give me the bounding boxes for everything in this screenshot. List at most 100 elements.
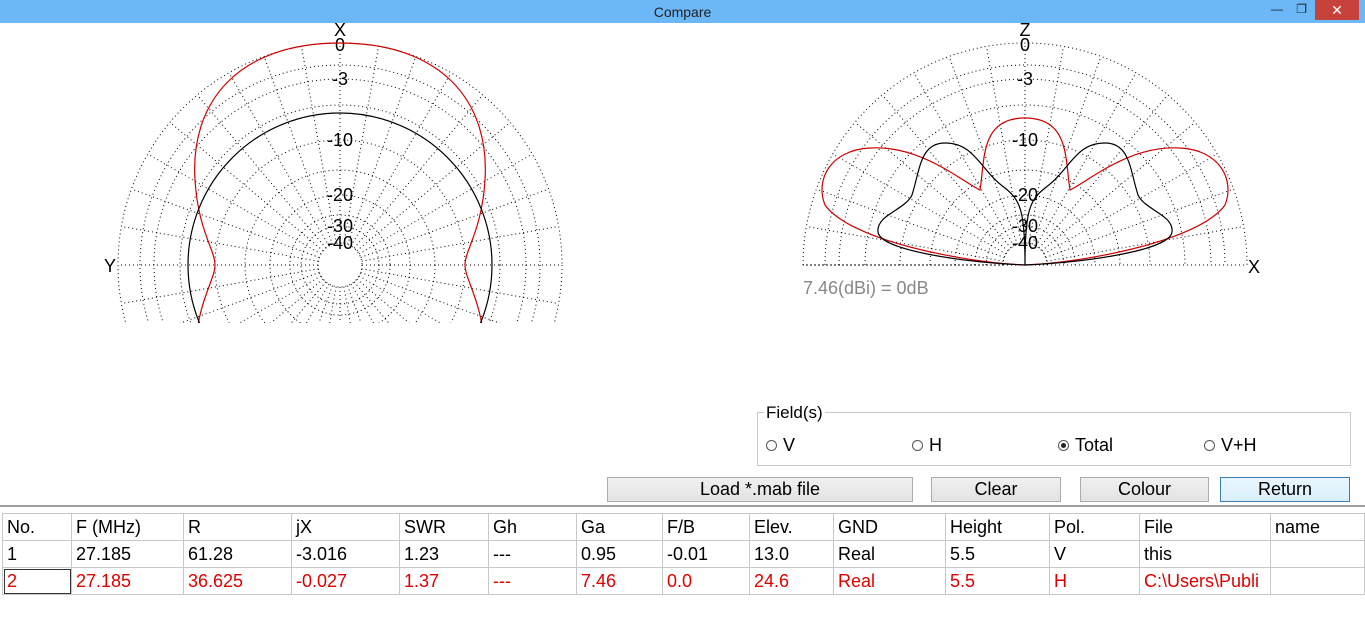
header-cell[interactable]: F/B (662, 513, 750, 541)
header-cell[interactable]: Ga (576, 513, 663, 541)
gain-note: 7.46(dBi) = 0dB (803, 278, 929, 298)
table-cell: 7.46 (576, 567, 663, 595)
grid-ring (179, 104, 501, 323)
table-cell: -3.016 (291, 540, 400, 568)
radio-option[interactable]: H (912, 435, 942, 456)
grid-spoke (816, 188, 1005, 258)
ring-label: -3 (332, 69, 348, 89)
radio-dot[interactable] (912, 440, 923, 451)
header-cell[interactable]: jX (291, 513, 400, 541)
radio-label: H (929, 435, 942, 455)
ring-label: -20 (327, 185, 353, 205)
radio-option[interactable]: Total (1058, 435, 1113, 456)
header-cell[interactable]: R (183, 513, 292, 541)
table-cell: V (1049, 540, 1140, 568)
header-cell[interactable]: SWR (399, 513, 489, 541)
grid-spoke (121, 225, 319, 262)
grid-spoke (1046, 225, 1244, 262)
header-cell[interactable]: Gh (488, 513, 577, 541)
button[interactable]: Return (1220, 477, 1350, 502)
grid-spoke (347, 285, 362, 323)
table-cell: 13.0 (749, 540, 834, 568)
grid-spoke (131, 188, 320, 258)
group-legend: Field(s) (764, 403, 825, 423)
header-cell[interactable]: Elev. (749, 513, 834, 541)
radio-dot[interactable] (1058, 440, 1069, 451)
grid-spoke (169, 121, 324, 252)
table-cell: 0.95 (576, 540, 663, 568)
table-cell: Real (833, 567, 946, 595)
header-cell[interactable]: Pol. (1049, 513, 1140, 541)
close-button[interactable]: ✕ (1315, 0, 1359, 20)
grid-spoke (350, 72, 452, 247)
table-cell: 1.37 (399, 567, 489, 595)
grid-spoke (360, 188, 549, 258)
ring-label: -40 (327, 233, 353, 253)
grid-spoke (913, 72, 1015, 247)
table-cell: this (1139, 540, 1271, 568)
table-cell: 0.0 (662, 567, 750, 595)
table-cell: 1.23 (399, 540, 489, 568)
ring-label: -30 (1012, 216, 1038, 236)
table-cell: H (1049, 567, 1140, 595)
table-cell: 5.5 (945, 540, 1050, 568)
table-row[interactable]: 2 27.185 36.625 -0.027 1.37 --- 7.46 0.0 24.6 Rea… (2, 567, 1365, 595)
grid-spoke (361, 268, 559, 305)
axis-label: Z (1020, 23, 1031, 40)
ring-label: -3 (1017, 69, 1033, 89)
grid-spoke (263, 56, 333, 245)
grid-spoke (358, 153, 533, 255)
header-cell[interactable]: No. (2, 513, 72, 541)
table-cell: 61.28 (183, 540, 292, 568)
pattern-black-side (877, 142, 1173, 266)
radio-dot[interactable] (766, 440, 777, 451)
axis-label: X (1248, 257, 1260, 277)
grid-ring (1002, 242, 1048, 266)
grid-ring (824, 64, 1226, 266)
grid-spoke (238, 275, 322, 323)
table-cell: --- (488, 540, 577, 568)
radio-label: Total (1075, 435, 1114, 455)
pattern-black-top (187, 112, 493, 323)
radio-option[interactable]: V+H (1204, 435, 1257, 456)
grid-ring (954, 194, 1096, 266)
radio-option[interactable]: V (766, 435, 795, 456)
ring-label: -30 (327, 216, 353, 236)
grid-spoke (343, 46, 380, 244)
radio-dot[interactable] (1204, 440, 1215, 451)
pattern-red-side (821, 117, 1229, 266)
grid-spoke (318, 285, 333, 323)
grid-spoke (305, 283, 330, 323)
grid-spoke (360, 272, 501, 323)
table-row[interactable]: 1 27.185 61.28 -3.016 1.23 --- 0.95 -0.01 13.0 Re… (2, 540, 1365, 568)
header-cell[interactable]: GND (833, 513, 946, 541)
restore-button[interactable]: ❐ (1296, 2, 1307, 16)
grid-spoke (881, 94, 1012, 249)
grid-spoke (196, 94, 327, 249)
header-cell[interactable]: name (1270, 513, 1365, 541)
grid-spoke (300, 46, 337, 244)
grid-ring (802, 42, 1248, 266)
table-cell: 2 (2, 567, 72, 595)
button[interactable]: Load *.mab file (607, 477, 913, 502)
table-cell: -0.01 (662, 540, 750, 568)
side-view-plot: 0-3-10-20-30-40 (802, 35, 1248, 266)
table-cell (1270, 567, 1365, 595)
ring-label: 0 (335, 35, 345, 55)
ring-label: -10 (327, 130, 353, 150)
top-view-plot: 0 -3 -10 -20 -30-40 (117, 35, 563, 323)
grid-spoke (358, 275, 442, 323)
window-title: Compare (653, 4, 712, 20)
button[interactable]: Colour (1080, 477, 1209, 502)
minimize-button[interactable]: — (1271, 2, 1283, 16)
table-cell: 27.185 (71, 540, 184, 568)
header-cell[interactable]: Height (945, 513, 1050, 541)
grid-spoke (147, 153, 322, 255)
button[interactable]: Clear (931, 477, 1061, 502)
grid-spoke (228, 72, 330, 247)
grid-spoke (1032, 56, 1102, 245)
header-cell[interactable]: File (1139, 513, 1271, 541)
header-cell[interactable]: F (MHz) (71, 513, 184, 541)
